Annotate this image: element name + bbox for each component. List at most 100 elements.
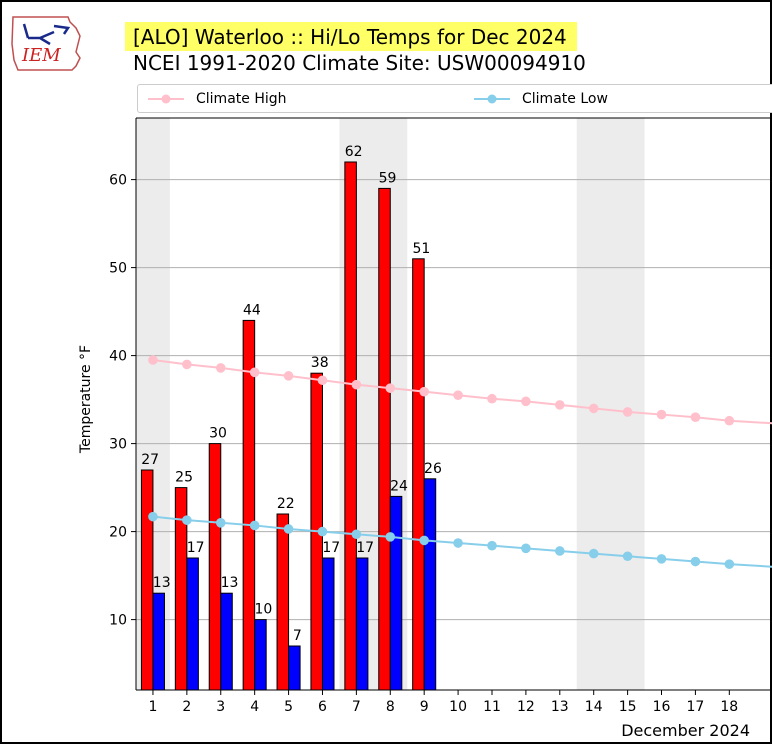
climate-high-point-13 (554, 400, 565, 410)
x-tick-label-14: 14 (585, 699, 603, 715)
climate-low-point-18 (724, 559, 735, 569)
bar-label-high-day-4: 44 (243, 302, 261, 318)
iem-logo: IEM (11, 16, 81, 71)
bar-low-day-8 (389, 495, 403, 691)
x-tick-label-10: 10 (449, 699, 467, 715)
climate-low-point-3 (215, 518, 226, 528)
chart-subtitle: NCEI 1991-2020 Climate Site: USW00094910 (133, 51, 586, 75)
climate-low-point-12 (521, 543, 531, 554)
bar-low-day-4 (254, 619, 267, 691)
bar-label-high-day-8: 59 (379, 170, 397, 186)
x-tick-label-9: 9 (420, 699, 429, 715)
climate-low-point-16 (656, 554, 667, 564)
x-tick-label-16: 16 (653, 699, 671, 715)
climate-high-point-10 (453, 390, 463, 401)
x-tick-label-6: 6 (318, 699, 327, 715)
x-tick-label-7: 7 (352, 699, 361, 715)
climate-low-point-8 (385, 532, 396, 542)
climate-low-point-4 (249, 520, 260, 531)
legend-item-climate-high: Climate High (148, 85, 287, 112)
x-tick-label-11: 11 (483, 699, 501, 715)
x-tick-label-4: 4 (250, 699, 259, 715)
climate-low-point-7 (351, 529, 362, 540)
climate-high-point-11 (487, 393, 497, 404)
bar-low-day-7 (355, 557, 369, 691)
bar-label-low-day-9: 26 (424, 461, 442, 477)
bar-label-low-day-8: 24 (390, 478, 408, 494)
climate-low-point-13 (554, 546, 565, 556)
climate-low-point-14 (588, 548, 599, 559)
bar-label-low-day-5: 7 (293, 628, 302, 644)
bar-high-day-3 (208, 443, 222, 691)
climate-low-point-15 (622, 551, 633, 562)
climate-high-point-16 (656, 409, 667, 420)
y-tick-label-40: 40 (109, 349, 127, 365)
logo-text: IEM (21, 45, 61, 66)
climate-high-point-9 (419, 386, 429, 397)
x-tick-label-13: 13 (551, 699, 569, 715)
x-tick-label-8: 8 (386, 699, 395, 715)
legend-item-climate-low: Climate Low (474, 85, 608, 112)
y-tick-label-20: 20 (109, 525, 127, 541)
y-tick-label-30: 30 (109, 437, 127, 453)
bar-label-high-day-9: 51 (413, 241, 431, 257)
bar-high-day-1 (140, 469, 154, 691)
x-tick-label-18: 18 (720, 699, 738, 715)
climate-high-point-18 (724, 415, 735, 426)
y-axis-title: Temperature °F (78, 345, 94, 454)
climate-high-point-4 (249, 367, 260, 378)
climate-high-point-2 (182, 359, 192, 370)
bar-low-day-9 (423, 478, 437, 691)
x-tick-label-2: 2 (182, 699, 191, 715)
climate-high-point-17 (690, 412, 701, 423)
bar-label-high-day-1: 27 (141, 452, 159, 468)
bar-label-high-day-3: 30 (209, 426, 227, 442)
legend-label-climate-low: Climate Low (522, 90, 608, 107)
climate-low-point-5 (283, 524, 294, 534)
bar-label-low-day-1: 13 (153, 575, 171, 591)
bar-low-day-3 (220, 592, 233, 691)
bar-high-day-7 (344, 161, 357, 691)
climate-high-point-6 (317, 375, 328, 386)
x-tick-label-3: 3 (216, 699, 225, 715)
climate-high-point-15 (622, 407, 633, 417)
bar-label-high-day-2: 25 (175, 470, 193, 486)
bar-low-day-2 (186, 557, 199, 691)
climate-low-point-1 (148, 511, 158, 522)
x-axis-title: December 2024 (621, 721, 750, 740)
climate-high-point-12 (521, 396, 531, 407)
climate-low-point-6 (317, 526, 328, 537)
climate-high-point-1 (148, 355, 158, 365)
y-tick-label-60: 60 (109, 173, 127, 189)
weather-station-icon (22, 23, 71, 46)
legend-swatch-climate-low (474, 94, 510, 103)
x-tick-label-12: 12 (517, 699, 535, 715)
bar-label-low-day-7: 17 (356, 540, 374, 556)
climate-high-point-14 (588, 403, 599, 414)
y-tick-label-50: 50 (109, 261, 127, 277)
bar-low-day-1 (152, 592, 165, 691)
bar-label-high-day-6: 38 (311, 355, 329, 371)
legend-swatch-climate-high (148, 94, 184, 103)
bar-label-low-day-3: 13 (221, 575, 239, 591)
bar-label-high-day-5: 22 (277, 496, 295, 512)
x-tick-label-17: 17 (686, 699, 704, 715)
legend-label-climate-high: Climate High (196, 90, 287, 107)
chart-legend: Climate High Climate Low (137, 84, 772, 113)
climate-high-point-3 (215, 363, 226, 373)
bar-high-day-8 (378, 187, 391, 691)
bar-label-low-day-4: 10 (255, 602, 273, 618)
x-tick-label-15: 15 (619, 699, 637, 715)
climate-high-point-7 (351, 379, 362, 390)
bar-high-day-9 (412, 258, 425, 691)
weekend-shade-3 (576, 118, 645, 690)
bar-label-low-day-6: 17 (322, 540, 340, 556)
climate-low-point-17 (690, 556, 701, 567)
bar-high-day-5 (276, 513, 290, 691)
x-tick-label-5: 5 (284, 699, 293, 715)
bar-low-day-6 (321, 557, 335, 691)
climate-high-point-5 (283, 371, 294, 381)
climate-low-point-9 (419, 535, 429, 546)
climate-high-point-8 (385, 383, 396, 393)
